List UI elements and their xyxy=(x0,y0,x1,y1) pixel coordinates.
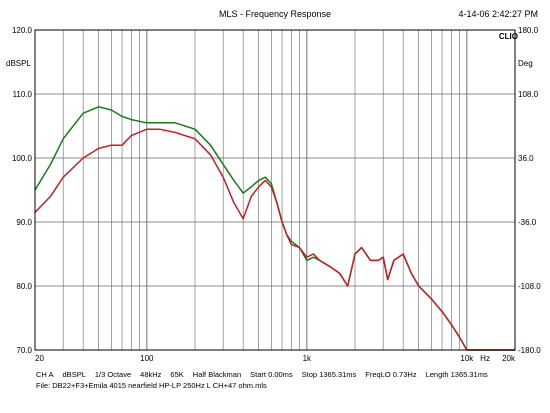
x-tick-label: 20k xyxy=(502,354,516,363)
y-left-tick-label: 70.0 xyxy=(16,346,32,355)
measurement-info-item: Stop 1365.31ms xyxy=(301,370,357,379)
brand-label: CLIO xyxy=(498,32,518,41)
series-line-2 xyxy=(34,128,515,351)
y-left-tick-label: 120.0 xyxy=(12,26,33,35)
y-right-tick-label: 108.0 xyxy=(518,90,539,99)
x-axis-label: Hz xyxy=(480,354,490,363)
y-left-tick-label: 100.0 xyxy=(12,154,33,163)
timestamp: 4-14-06 2:42:27 PM xyxy=(458,9,538,19)
chart-title: MLS - Frequency Response xyxy=(218,9,332,19)
tick-labels: 70.0 80.0 90.0 100.0 110.0 120.0 -180.0 -108.0 -… xyxy=(6,26,541,363)
measurement-info-item: Start 0.00ms xyxy=(250,370,293,379)
plot-border xyxy=(34,29,516,351)
plot-background xyxy=(35,30,515,350)
measurement-info-item: Half Blackman xyxy=(192,370,242,379)
y-right-tick-label: 180.0 xyxy=(518,26,539,35)
measurement-info-item: CH A xyxy=(36,370,54,379)
y-left-tick-label: 90.0 xyxy=(16,218,32,227)
grid xyxy=(35,30,515,350)
measurement-info-item: FreqLO 0.73Hz xyxy=(365,370,417,379)
file-info: File: DB22+F3+Emila 4015 nearfield HP-LP… xyxy=(36,381,267,390)
series-layer xyxy=(34,106,515,351)
y-right-tick-label: 36.0 xyxy=(518,154,534,163)
measurement-info-item: Length 1365.31ms xyxy=(425,370,488,379)
measurement-info: CH A dBSPL 1/3 Octave 48kHz 65K Half Blackman… xyxy=(36,370,497,379)
x-tick-label: 10k xyxy=(460,354,474,363)
measurement-info-item: 48kHz xyxy=(140,370,162,379)
measurement-info-item: 65K xyxy=(170,370,184,379)
x-tick-label: 20 xyxy=(35,354,44,363)
measurement-info-item: 1/3 Octave xyxy=(94,370,132,379)
y-left-tick-label: 110.0 xyxy=(13,90,33,99)
y-left-axis-label: dBSPL xyxy=(6,59,31,68)
y-right-axis-label: Deg xyxy=(518,59,533,68)
x-tick-label: 1k xyxy=(303,354,312,363)
measurement-info-item: dBSPL xyxy=(62,370,86,379)
y-right-tick-label: -36.0 xyxy=(518,218,537,227)
y-right-tick-label: -180.0 xyxy=(518,346,541,355)
y-left-tick-label: 80.0 xyxy=(16,282,32,291)
x-tick-label: 100 xyxy=(140,354,154,363)
y-right-tick-label: -108.0 xyxy=(518,282,541,291)
